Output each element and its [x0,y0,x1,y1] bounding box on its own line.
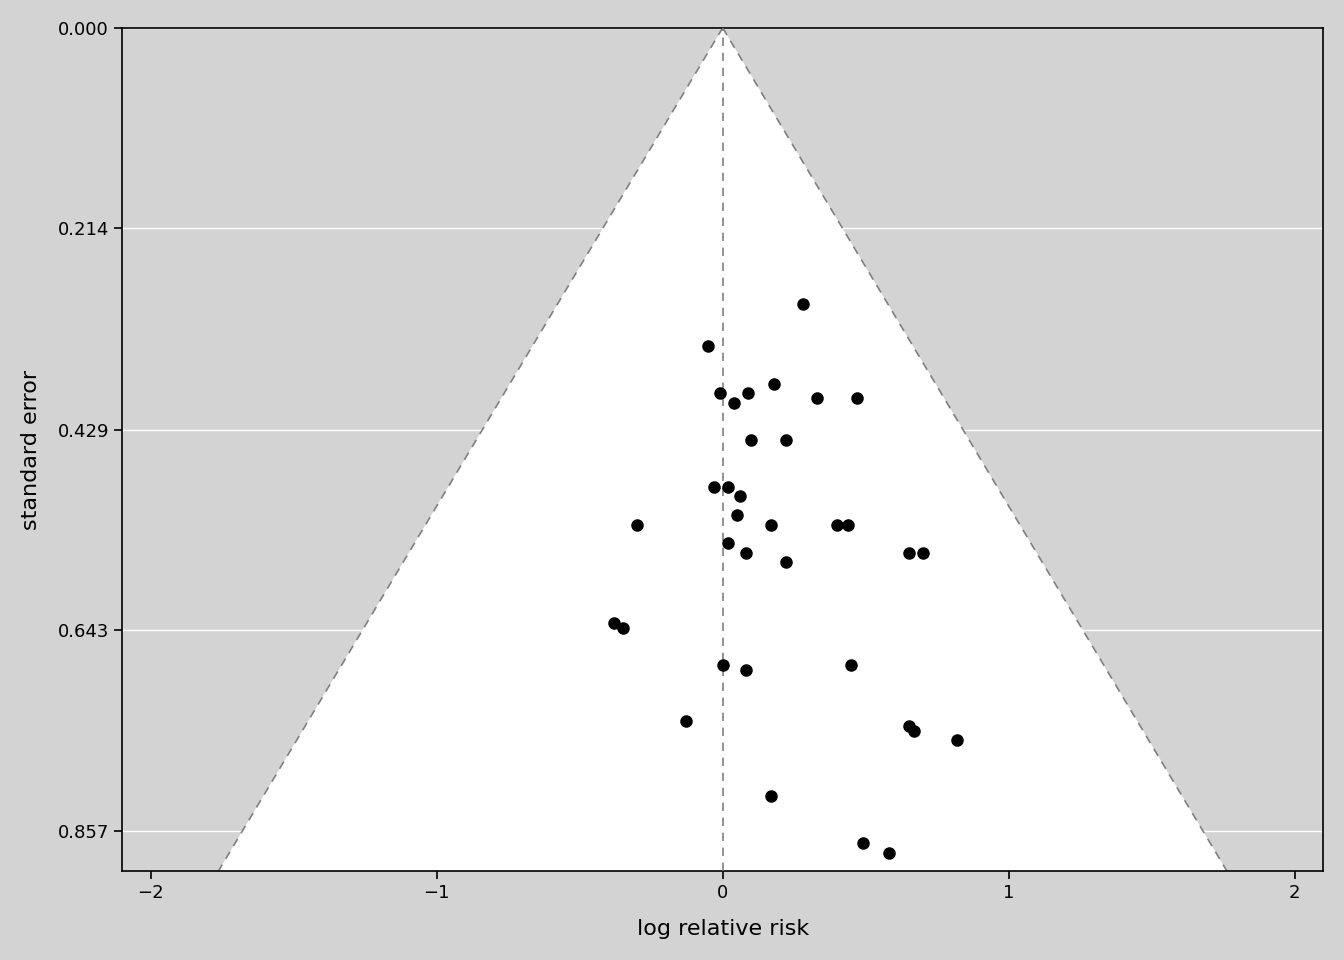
Y-axis label: standard error: standard error [22,370,40,530]
Point [898,545,919,561]
Point [603,615,625,631]
Point [946,732,968,748]
Point [898,718,919,733]
Point [903,723,925,738]
Point [712,658,734,673]
Point [710,386,731,401]
Point [612,620,633,636]
Point [728,489,750,504]
Point [761,789,782,804]
Point [852,835,874,851]
Point [847,391,868,406]
Point [775,433,797,448]
Point [626,516,648,532]
Point [806,391,828,406]
Point [761,516,782,532]
Polygon shape [218,28,1227,872]
Point [735,662,757,678]
Point [703,479,724,494]
X-axis label: log relative risk: log relative risk [637,919,809,939]
Point [741,433,762,448]
Point [775,554,797,569]
Point [718,479,739,494]
Point [837,516,859,532]
Point [738,386,759,401]
Point [675,713,696,729]
Point [827,516,848,532]
Point [913,545,934,561]
Point [698,339,719,354]
Point [792,297,813,312]
Point [723,395,745,410]
Point [840,658,862,673]
Point [763,376,785,392]
Point [726,508,747,523]
Point [735,545,757,561]
Point [718,536,739,551]
Point [878,845,899,860]
